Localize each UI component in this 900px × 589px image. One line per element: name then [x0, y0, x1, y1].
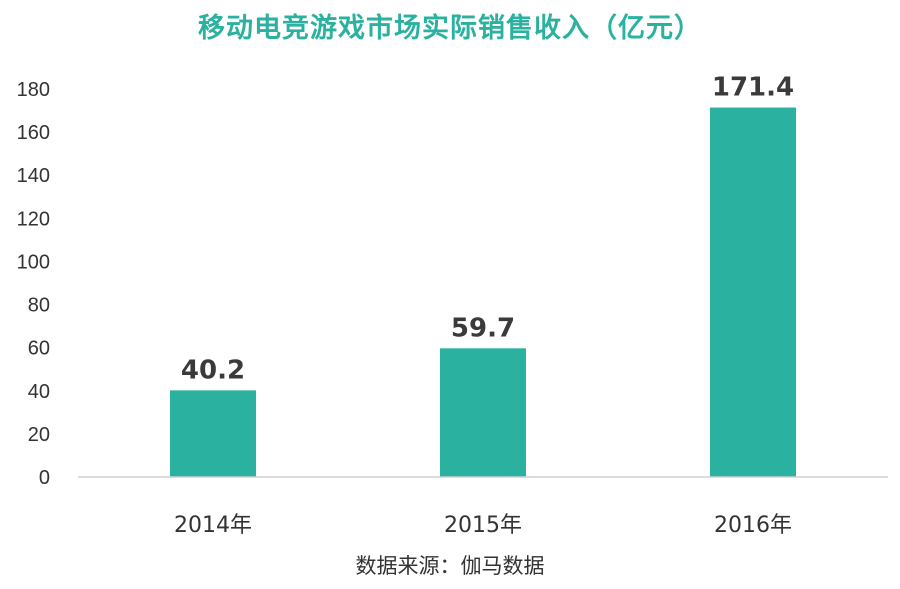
data-label: 171.4: [712, 73, 794, 103]
y-tick-label: 180: [17, 79, 50, 101]
bars: [170, 107, 796, 477]
y-tick-label: 120: [17, 208, 50, 230]
x-axis-tick-labels: 2014年 2015年 2016年: [174, 513, 792, 538]
y-tick-label: 20: [28, 424, 50, 446]
source-note: 数据来源：伽马数据: [355, 554, 545, 578]
x-tick-label: 2016年: [714, 513, 792, 538]
bar: [170, 390, 256, 477]
y-tick-label: 140: [17, 165, 50, 187]
bar: [440, 348, 526, 477]
y-tick-label: 40: [28, 381, 50, 403]
y-tick-label: 0: [39, 467, 50, 489]
data-labels: 40.2 59.7 171.4: [181, 73, 794, 386]
chart-title: 移动电竞游戏市场实际销售收入（亿元）: [198, 13, 702, 44]
bar: [710, 107, 796, 477]
y-tick-label: 80: [28, 295, 50, 317]
data-label: 59.7: [451, 313, 515, 343]
data-label: 40.2: [181, 355, 245, 385]
x-tick-label: 2014年: [174, 513, 252, 538]
y-axis-tick-labels: 0 20 40 60 80 100 120 140 160 180: [17, 79, 50, 489]
y-tick-label: 100: [17, 251, 50, 273]
y-tick-label: 160: [17, 122, 50, 144]
y-tick-label: 60: [28, 338, 50, 360]
x-tick-label: 2015年: [444, 513, 522, 538]
